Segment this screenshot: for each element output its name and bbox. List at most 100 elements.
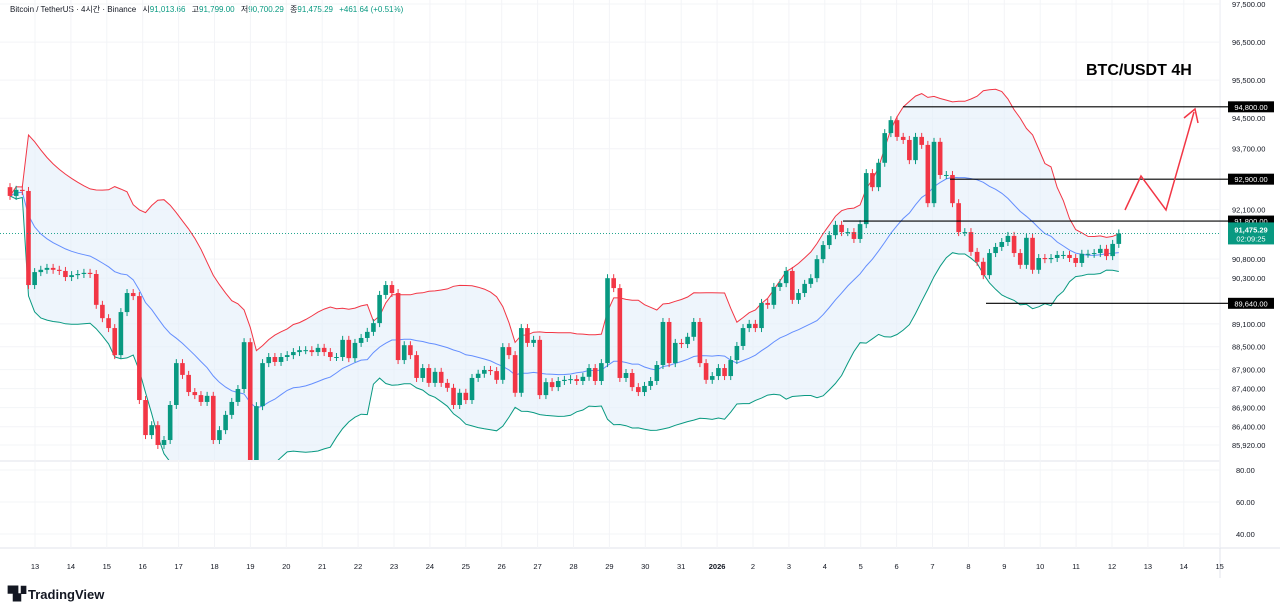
price-pane	[7, 88, 1122, 460]
candle-body	[703, 363, 709, 380]
time-tick-label: 25	[462, 562, 470, 571]
time-tick-label: 6	[895, 562, 899, 571]
candle-body	[266, 357, 272, 364]
candle-body	[155, 425, 161, 445]
price-tick-label: 95,500.00	[1232, 76, 1265, 85]
candle-body	[118, 312, 124, 356]
candle-body	[1017, 253, 1023, 265]
candle-body	[857, 224, 863, 239]
candle-body	[13, 189, 19, 196]
candle-body	[617, 288, 623, 378]
time-tick-label: 4	[823, 562, 827, 571]
candle-body	[919, 136, 924, 145]
annotation-title: BTC/USDT 4H	[1086, 62, 1192, 79]
time-tick-label: 26	[498, 562, 506, 571]
candle-body	[808, 278, 814, 284]
candle-body	[75, 273, 81, 276]
indicator-tick-label: 60.00	[1236, 498, 1255, 507]
candle-body	[186, 374, 191, 393]
candle-body	[796, 293, 801, 300]
candle-body	[69, 275, 74, 278]
price-tick-label: 86,400.00	[1232, 423, 1265, 432]
low-label: 저	[240, 5, 249, 14]
candle-body	[340, 339, 345, 358]
close-label: 종	[290, 5, 298, 14]
candle-body	[882, 133, 888, 163]
candle-body	[734, 345, 740, 361]
bollinger-fill	[10, 89, 1119, 460]
price-tick-label: 87,400.00	[1232, 385, 1265, 394]
candle-body	[1091, 253, 1097, 255]
time-tick-label: 31	[677, 562, 685, 571]
candle-body	[124, 293, 130, 313]
candle-body	[987, 253, 992, 276]
candle-body	[358, 337, 364, 343]
candle-body	[1116, 233, 1122, 244]
candle-body	[611, 278, 616, 289]
candle-body	[56, 269, 62, 271]
candle-body	[260, 363, 265, 407]
candle-body	[599, 363, 604, 381]
candle-body	[352, 342, 358, 359]
candle-body	[420, 368, 426, 378]
candle-body	[26, 190, 31, 286]
candle-body	[494, 371, 499, 380]
candle-body	[814, 259, 820, 279]
candle-body	[247, 342, 253, 460]
candle-body	[20, 189, 25, 191]
candle-body	[161, 440, 167, 445]
candle-body	[888, 120, 894, 134]
candle-body	[315, 347, 321, 353]
time-tick-label: 13	[31, 562, 39, 571]
level-price-label: 92,900.00	[1234, 175, 1267, 184]
candle-body	[679, 342, 684, 345]
candle-body	[401, 345, 407, 361]
candle-body	[87, 272, 93, 274]
time-tick-label: 3	[787, 562, 791, 571]
candle-body	[235, 388, 241, 402]
candle-body	[93, 273, 99, 305]
candle-body	[469, 377, 475, 401]
price-tick-label: 88,500.00	[1232, 343, 1265, 352]
candle-body	[451, 387, 456, 405]
candle-body	[642, 385, 647, 393]
level-price-label: 89,640.00	[1234, 299, 1267, 308]
candle-body	[192, 392, 198, 396]
candle-body	[537, 339, 543, 396]
candle-body	[894, 120, 900, 137]
candle-body	[1042, 257, 1048, 260]
candle-body	[223, 414, 228, 431]
time-tick-label: 16	[139, 562, 147, 571]
level-price-label: 91,800.00	[1234, 217, 1267, 226]
symbol-name[interactable]: Bitcoin / TetherUS · 4시간 · Binance	[10, 5, 137, 14]
candle-body	[950, 174, 955, 204]
level-price-tag	[1228, 215, 1274, 227]
candle-body	[1085, 253, 1091, 255]
candle-body	[371, 323, 376, 332]
candle-body	[254, 406, 259, 460]
candle-body	[143, 400, 148, 436]
candle-body	[962, 232, 968, 234]
candle-body	[377, 294, 382, 324]
time-tick-label: 10	[1036, 562, 1044, 571]
price-tick-label: 93,700.00	[1232, 145, 1265, 154]
candle-body	[839, 224, 844, 233]
level-price-label: 94,800.00	[1234, 103, 1267, 112]
price-tick-label: 89,100.00	[1232, 320, 1265, 329]
candle-body	[438, 371, 444, 383]
tradingview-logo[interactable]: ▜▞ TradingView	[8, 586, 104, 602]
candle-body	[1073, 257, 1078, 263]
candle-body	[389, 285, 395, 294]
candle-body	[1030, 237, 1035, 270]
price-tick-label: 86,900.00	[1232, 404, 1265, 413]
symbol-header: Bitcoin / TetherUS · 4시간 · Binance 시91,0…	[10, 4, 403, 15]
candle-body	[660, 321, 666, 366]
candle-body	[395, 293, 401, 361]
candle-body	[592, 368, 598, 381]
candle-body	[1061, 254, 1066, 256]
time-tick-label: 15	[103, 562, 111, 571]
candle-body	[180, 363, 185, 375]
time-tick-label: 2	[751, 562, 755, 571]
candle-body	[820, 245, 826, 260]
